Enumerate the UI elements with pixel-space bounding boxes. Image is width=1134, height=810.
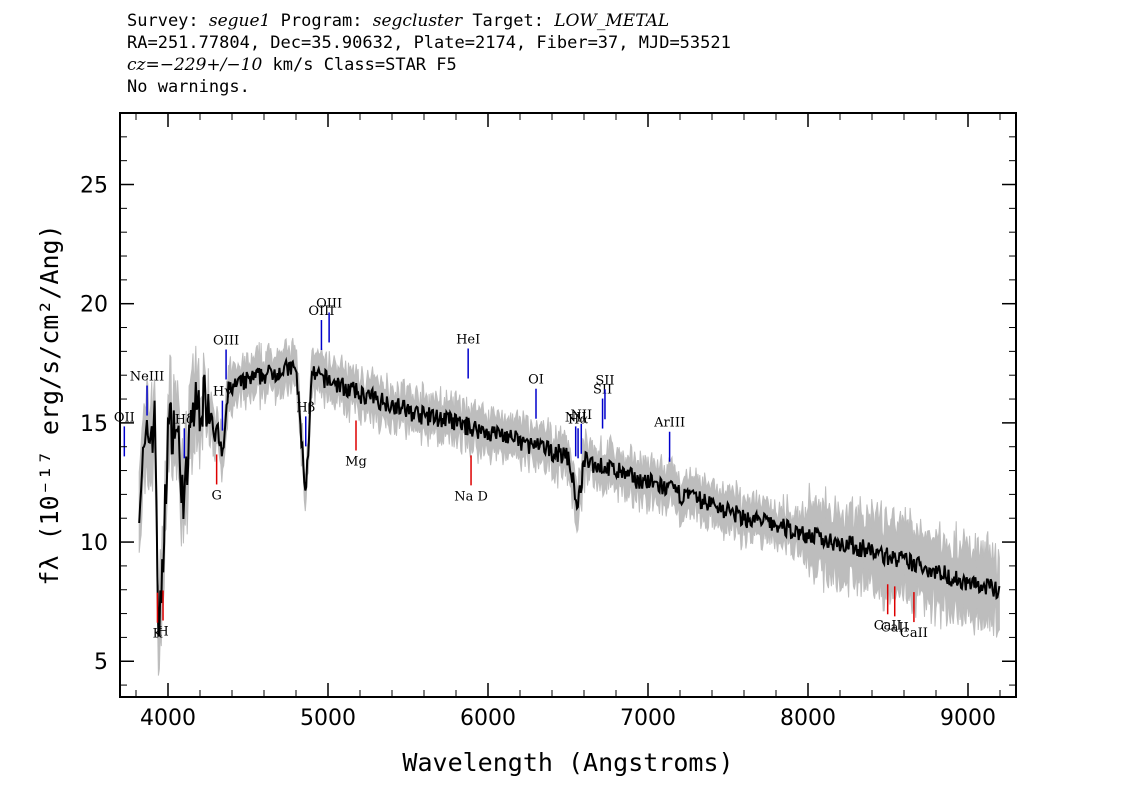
- absorption-line-label: Na D: [454, 489, 488, 504]
- emission-line-label: NII: [570, 408, 592, 423]
- x-tick-label: 8000: [780, 706, 836, 731]
- spectrum-header: Survey: segue1 Program: segcluster Targe…: [127, 10, 1117, 98]
- header-line-redshift: cz=−229+/−10 km/s Class=STAR F5: [127, 54, 1117, 76]
- emission-line-label: Hδ: [175, 412, 194, 427]
- emission-line-label: OIII: [316, 296, 342, 311]
- absorption-line-label: K: [153, 627, 163, 642]
- header-line-survey: Survey: segue1 Program: segcluster Targe…: [127, 10, 1117, 32]
- survey-value: segue1: [208, 11, 271, 31]
- plot-frame: [119, 112, 1017, 698]
- error-band-layer: [138, 337, 1000, 676]
- program-label: Program:: [270, 11, 373, 31]
- x-tick-label: 7000: [620, 706, 676, 731]
- x-axis-title: Wavelength (Angstroms): [402, 748, 733, 777]
- emission-line-label: NII: [565, 410, 587, 425]
- absorption-line-label: Mg: [345, 454, 367, 469]
- class-text: km/s Class=STAR F5: [262, 55, 457, 75]
- y-tick-label: 25: [80, 174, 108, 199]
- emission-line-label: NeIII: [130, 370, 164, 385]
- header-line-coordinates: RA=251.77804, Dec=35.90632, Plate=2174, …: [127, 33, 731, 53]
- x-tick-label: 6000: [460, 706, 516, 731]
- absorption-line-label: CaII: [881, 620, 909, 635]
- x-tick-label: 4000: [140, 706, 196, 731]
- y-tick-label: 5: [94, 650, 108, 675]
- y-tick-label: 10: [80, 531, 108, 556]
- program-value: segcluster: [372, 11, 463, 31]
- flux-series-line: [138, 356, 1001, 639]
- absorption-line-label: CaII: [900, 626, 928, 641]
- absorption-line-label: H: [157, 625, 168, 640]
- emission-line-label: SII: [595, 373, 614, 388]
- emission-line-label: Hβ: [296, 400, 315, 415]
- emission-line-label: SII: [593, 383, 612, 398]
- absorption-line-label: CaII: [874, 618, 902, 633]
- axis-ticks-layer: 4000 5000 6000 7000 8000 9000 5 10 15 20 25: [80, 113, 1016, 731]
- y-axis-title: fλ (10⁻¹⁷ erg/s/cm²/Ang): [35, 224, 64, 585]
- emission-line-label: Hα: [568, 412, 588, 427]
- target-label: Target:: [462, 11, 555, 31]
- emission-line-label: OI: [528, 373, 544, 388]
- emission-line-label: Hγ: [213, 385, 232, 400]
- survey-label: Survey:: [127, 11, 209, 31]
- x-tick-label: 5000: [300, 706, 356, 731]
- emission-line-label: HeI: [456, 333, 480, 348]
- emission-line-label: ArIII: [653, 416, 685, 431]
- y-tick-label: 15: [80, 412, 108, 437]
- flux-layer: [138, 356, 1001, 639]
- error-band: [138, 337, 1000, 676]
- x-tick-label: 9000: [940, 706, 996, 731]
- absorption-line-label: G: [211, 488, 221, 503]
- header-line-warnings: No warnings.: [127, 77, 250, 97]
- cz-label: cz: [127, 55, 146, 75]
- target-value: LOW_METAL: [554, 11, 670, 31]
- emission-line-label: OIII: [213, 334, 239, 349]
- emission-line-label: OIII: [308, 304, 334, 319]
- cz-value: =−229+/−10: [145, 55, 263, 75]
- y-tick-label: 20: [80, 293, 108, 318]
